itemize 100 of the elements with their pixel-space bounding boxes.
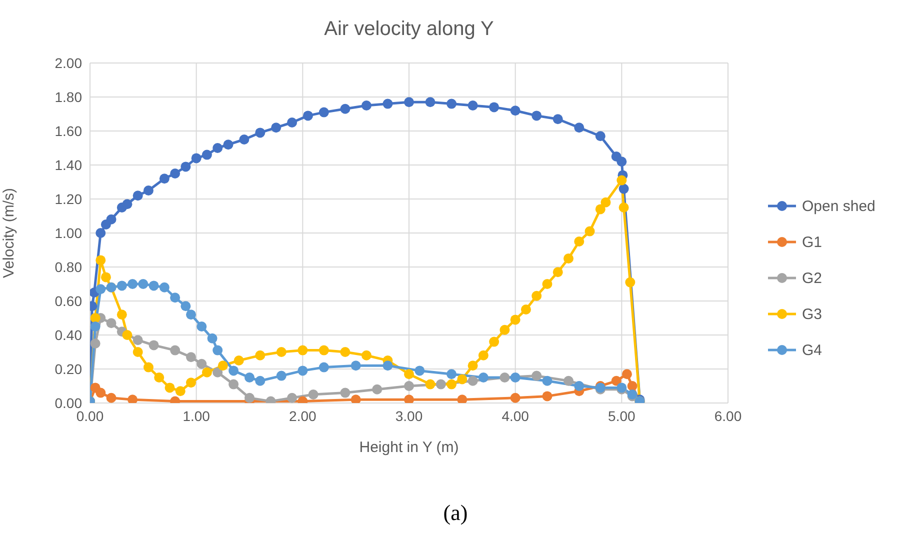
point: [180, 162, 191, 172]
x-tick-label: 6.00: [714, 408, 742, 424]
point: [318, 345, 329, 356]
point: [90, 313, 100, 323]
point: [574, 122, 584, 133]
text: (a): [442, 500, 469, 526]
point: [218, 360, 228, 371]
point: [627, 381, 638, 391]
point: [271, 122, 282, 133]
point: [287, 392, 298, 403]
point: [489, 336, 500, 347]
x-tick-label: 3.00: [395, 408, 423, 424]
x-tick-label: 5.00: [608, 408, 636, 424]
point: [350, 394, 361, 403]
point: [478, 350, 488, 360]
legend-label: G1: [802, 234, 822, 250]
point: [552, 267, 563, 278]
point: [611, 376, 622, 386]
point: [625, 277, 636, 288]
x-tick-label: 2.00: [289, 408, 317, 424]
point: [350, 360, 361, 371]
point: [340, 104, 350, 114]
point: [542, 391, 552, 402]
point: [468, 360, 478, 371]
point: [212, 143, 223, 153]
x-axis-title: Height in Y (m): [359, 439, 459, 456]
point: [223, 140, 234, 150]
point: [276, 370, 286, 381]
point: [382, 98, 393, 109]
point: [404, 381, 414, 391]
point: [212, 367, 223, 378]
point: [340, 388, 350, 398]
point: [148, 340, 159, 350]
point: [618, 184, 629, 194]
point: [228, 379, 239, 390]
point: [96, 255, 106, 266]
point: [532, 110, 542, 121]
point: [298, 366, 308, 376]
point: [616, 175, 627, 186]
point: [244, 392, 254, 403]
point: [106, 318, 116, 328]
point: [542, 279, 552, 289]
point: [164, 382, 175, 393]
point: [616, 156, 627, 167]
point: [186, 378, 196, 388]
point: [132, 347, 143, 357]
point: [106, 214, 116, 224]
point: [510, 372, 520, 382]
point: [276, 347, 286, 357]
point: [446, 98, 457, 109]
point: [175, 386, 186, 396]
point: [489, 102, 500, 112]
point: [186, 352, 196, 362]
point: [457, 374, 468, 384]
chart-title: Air velocity along Y: [323, 18, 495, 41]
point: [595, 204, 606, 214]
point: [500, 372, 510, 382]
y-tick-label: 2.00: [54, 54, 82, 71]
y-tick-label: 0.20: [54, 360, 82, 377]
point: [287, 118, 298, 128]
point: [425, 97, 436, 108]
point: [143, 186, 154, 196]
point: [96, 388, 106, 398]
point: [436, 379, 446, 390]
point: [564, 376, 574, 386]
point: [170, 345, 180, 356]
point: [404, 369, 414, 380]
point: [128, 279, 138, 289]
point: [318, 107, 329, 118]
point: [382, 360, 393, 371]
point: [186, 310, 196, 320]
point: [478, 372, 488, 382]
point: [622, 369, 632, 380]
point: [100, 272, 111, 282]
point: [122, 199, 132, 210]
y-tick-label: 1.40: [54, 156, 82, 173]
point: [180, 301, 191, 312]
point: [202, 150, 212, 160]
point: [414, 366, 425, 376]
point: [212, 345, 223, 356]
point: [116, 310, 127, 320]
point: [372, 384, 382, 394]
point: [584, 226, 595, 236]
point: [159, 282, 170, 292]
point: [500, 324, 510, 335]
point: [239, 134, 250, 144]
point: [298, 345, 308, 356]
point: [468, 100, 478, 110]
point: [96, 284, 106, 294]
point: [595, 131, 606, 142]
legend-label: G4: [802, 342, 822, 358]
point: [170, 168, 180, 178]
y-tick-label: 0.80: [54, 258, 82, 275]
y-tick-label: 1.20: [54, 190, 82, 207]
point: [143, 362, 154, 372]
point: [404, 394, 414, 403]
point: [207, 333, 218, 344]
point: [255, 128, 266, 138]
point: [361, 100, 372, 110]
point: [106, 392, 116, 403]
